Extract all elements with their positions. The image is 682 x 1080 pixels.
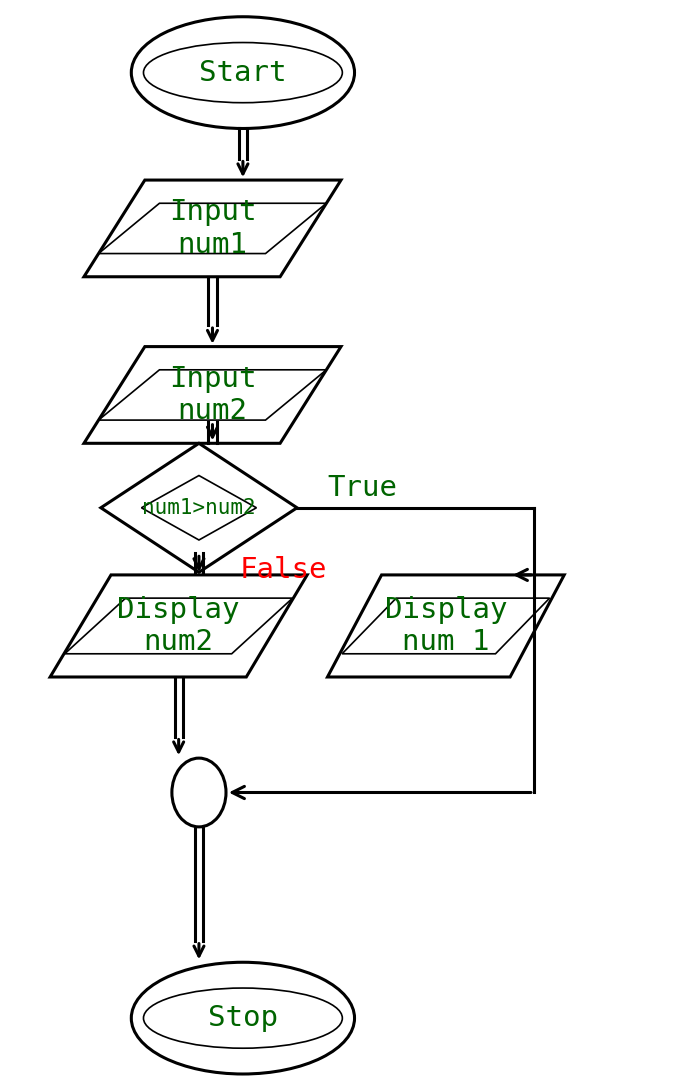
- Text: False: False: [239, 556, 327, 584]
- Text: Start: Start: [199, 58, 286, 86]
- Ellipse shape: [143, 42, 342, 103]
- Text: Display
num2: Display num2: [117, 596, 240, 657]
- Ellipse shape: [143, 988, 342, 1049]
- Ellipse shape: [132, 962, 355, 1074]
- Polygon shape: [84, 347, 341, 443]
- Ellipse shape: [172, 758, 226, 827]
- Polygon shape: [327, 575, 564, 677]
- Polygon shape: [84, 180, 341, 276]
- Text: Input
num1: Input num1: [168, 199, 256, 258]
- Ellipse shape: [132, 17, 355, 129]
- Text: Stop: Stop: [208, 1004, 278, 1032]
- Polygon shape: [101, 443, 297, 572]
- Text: num1>num2: num1>num2: [142, 498, 256, 517]
- Polygon shape: [50, 575, 307, 677]
- Text: Display
num 1: Display num 1: [385, 596, 507, 657]
- Text: True: True: [327, 474, 398, 502]
- Text: Input
num2: Input num2: [168, 365, 256, 426]
